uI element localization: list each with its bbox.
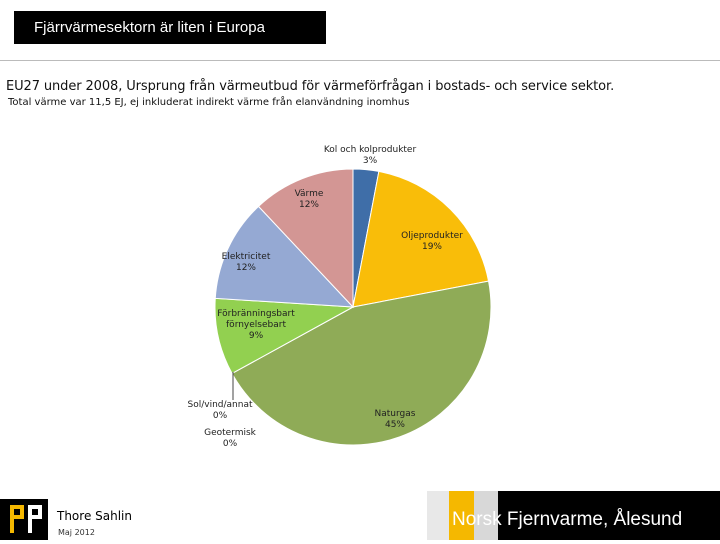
slice-label: Geotermisk 0% xyxy=(204,428,257,449)
slice-label: Oljeprodukter 19% xyxy=(401,231,463,252)
author-name: Thore Sahlin xyxy=(57,509,132,523)
footer-deco-block xyxy=(449,491,474,540)
slice-label: Naturgas 45% xyxy=(375,409,416,430)
slice-label: Värme 12% xyxy=(295,189,324,210)
chart-note: Total värme var 11,5 EJ, ej inkluderat i… xyxy=(8,97,410,108)
header-divider xyxy=(0,60,720,61)
slide-title: Fjärrvärmesektorn är liten i Europa xyxy=(14,11,326,44)
pie-slices xyxy=(214,168,492,446)
slice-label: Förbränningsbart förnyelsebart 9% xyxy=(217,309,295,341)
pie-slice-elektricitet xyxy=(214,205,355,308)
presentation-date: Maj 2012 xyxy=(58,528,95,537)
pie-slice-oljeprodukter xyxy=(352,170,490,308)
company-logo xyxy=(0,499,48,540)
footer-deco-block xyxy=(474,491,498,540)
footer-deco-block xyxy=(427,491,449,540)
brand-name: Norsk Fjernvarme, Ålesund xyxy=(452,509,683,530)
slice-label: Elektricitet 12% xyxy=(222,252,271,273)
pie-slice-naturgas xyxy=(231,280,492,446)
footer-brand-bar xyxy=(498,491,720,540)
slice-label: Kol och kolprodukter 3% xyxy=(324,145,417,166)
chart-subtitle: EU27 under 2008, Ursprung från värmeutbu… xyxy=(6,79,615,94)
pie-slice-värme xyxy=(257,168,354,309)
slice-label: Sol/vind/annat 0% xyxy=(188,400,253,421)
pp-logo-icon xyxy=(10,505,42,533)
slice-labels: Kol och kolprodukter 3% Oljeprodukter 19% Na… xyxy=(188,145,464,449)
